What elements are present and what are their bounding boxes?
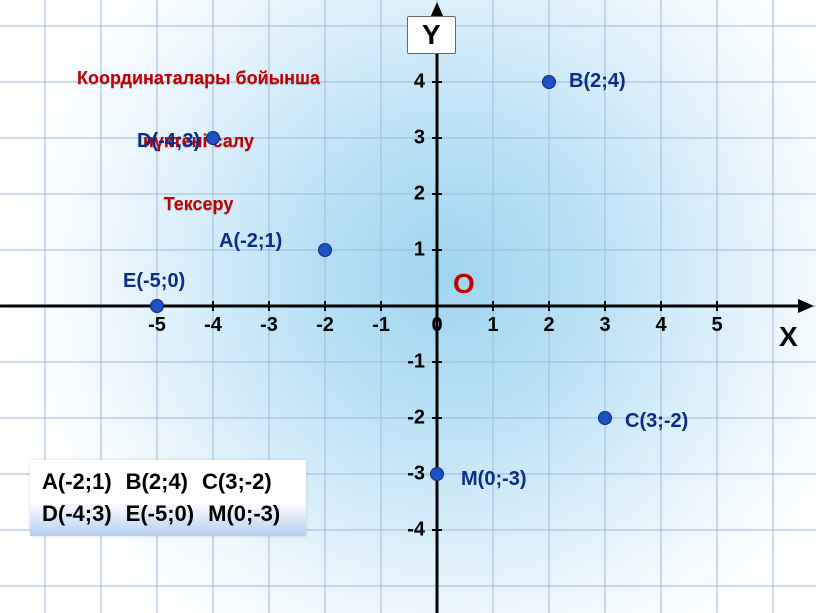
legend-row-2: D(-4;3) E(-5;0) M(0;-3): [42, 498, 294, 530]
legend-row-1: A(-2;1) B(2;4) C(3;-2): [42, 466, 294, 498]
point-b: [542, 75, 556, 89]
origin-label: O: [453, 268, 475, 300]
y-tick-label: 1: [414, 239, 433, 262]
legend-item: A(-2;1): [42, 469, 112, 494]
point-label-d: D(-4;3): [137, 130, 200, 153]
x-tick-label: 1: [487, 314, 498, 337]
point-label-e: E(-5;0): [123, 270, 185, 293]
point-label-m: M(0;-3): [461, 468, 527, 491]
x-tick-label: -1: [372, 314, 390, 337]
points-legend: A(-2;1) B(2;4) C(3;-2) D(-4;3) E(-5;0) M(0;-…: [30, 460, 306, 536]
legend-item: B(2;4): [126, 469, 188, 494]
x-tick-label: 3: [599, 314, 610, 337]
legend-item: D(-4;3): [42, 501, 112, 526]
point-label-a: A(-2;1): [219, 230, 282, 253]
point-e: [150, 299, 164, 313]
y-tick-label: -1: [407, 351, 433, 374]
legend-item: C(3;-2): [202, 469, 272, 494]
x-tick-label: 4: [655, 314, 666, 337]
y-tick-label: -2: [407, 407, 433, 430]
point-label-b: B(2;4): [569, 70, 626, 93]
x-tick-label: -5: [148, 314, 166, 337]
y-axis-label: Y: [422, 19, 441, 50]
y-tick-label: 3: [414, 127, 433, 150]
x-tick-label: 0: [431, 314, 442, 337]
y-tick-label: -4: [407, 519, 433, 542]
y-tick-label: 2: [414, 183, 433, 206]
x-axis-label: X: [779, 321, 798, 353]
point-c: [598, 411, 612, 425]
y-axis-label-box: Y: [407, 16, 456, 54]
point-label-c: C(3;-2): [625, 410, 688, 433]
title-line-3: Тексеру: [77, 194, 320, 215]
x-tick-label: 2: [543, 314, 554, 337]
x-tick-label: 5: [711, 314, 722, 337]
point-a: [318, 243, 332, 257]
y-tick-label: -3: [407, 463, 433, 486]
title-line-1: Координаталары бойынша: [77, 68, 320, 89]
x-tick-label: -2: [316, 314, 334, 337]
x-tick-label: -4: [204, 314, 222, 337]
y-tick-label: 4: [414, 71, 433, 94]
x-tick-label: -3: [260, 314, 278, 337]
legend-item: M(0;-3): [208, 501, 280, 526]
point-d: [206, 131, 220, 145]
legend-item: E(-5;0): [126, 501, 194, 526]
